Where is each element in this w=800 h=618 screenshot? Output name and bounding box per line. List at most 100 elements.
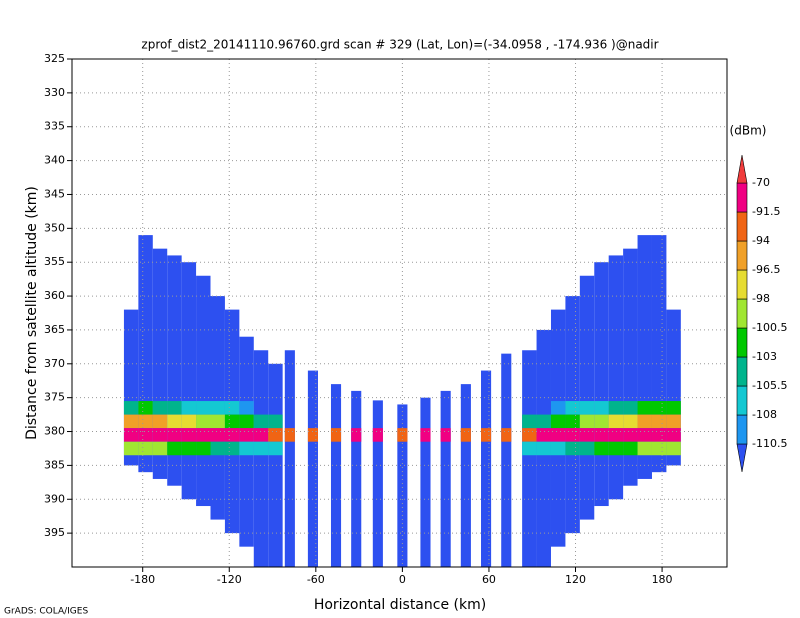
bright-band-cell xyxy=(181,414,197,429)
bright-band-cell xyxy=(152,441,168,456)
x-tick-label: 180 xyxy=(652,573,673,586)
bright-band-cell xyxy=(666,441,681,456)
bright-band-cell xyxy=(637,401,652,415)
bright-band-cell xyxy=(651,401,667,415)
y-tick-label: 385 xyxy=(44,458,65,471)
bright-band-cell xyxy=(608,428,624,442)
y-tick-label: 325 xyxy=(44,52,65,65)
y-axis-label: Distance from satellite altitude (km) xyxy=(24,186,40,440)
bright-band-cell xyxy=(522,441,537,456)
bright-band-cell xyxy=(637,414,652,429)
bright-band-cell xyxy=(196,414,211,429)
bright-band-cell xyxy=(284,428,295,442)
y-tick-label: 335 xyxy=(44,120,65,133)
bright-band-cell xyxy=(460,428,471,442)
footer: GrADS: COLA/IGES xyxy=(4,607,88,617)
bright-band-cell xyxy=(239,414,254,429)
bright-band-cell xyxy=(253,414,269,429)
bright-band-cell xyxy=(253,428,269,442)
bright-band-cell xyxy=(623,401,638,415)
bright-band-cell xyxy=(623,428,638,442)
colorbar-swatch xyxy=(736,269,748,300)
bright-band-cell xyxy=(420,428,431,442)
bright-band-cell xyxy=(210,441,225,456)
bright-band-cell xyxy=(330,428,342,442)
bright-band-cell xyxy=(152,401,168,415)
colorbar-tick-label: -108 xyxy=(752,408,777,421)
colorbar-tick-label: -96.5 xyxy=(752,263,780,276)
bright-band-cell xyxy=(565,428,580,442)
bright-band-cell xyxy=(224,401,240,415)
x-tick-label: -120 xyxy=(217,573,242,586)
bright-band-cell xyxy=(565,401,580,415)
data-column xyxy=(481,370,492,567)
y-tick-label: 345 xyxy=(44,187,65,200)
bright-band-cell xyxy=(594,414,609,429)
bright-band-cell xyxy=(594,428,609,442)
bright-band-cell xyxy=(196,428,211,442)
colorbar-label: (dBm) xyxy=(730,124,767,138)
data-column xyxy=(284,350,295,567)
data-column xyxy=(268,363,283,567)
bright-band-cell xyxy=(123,414,139,429)
bright-band-cell xyxy=(123,441,139,456)
colorbar-tick-label: -98 xyxy=(752,292,770,305)
y-tick-label: 395 xyxy=(44,526,65,539)
colorbar-swatch xyxy=(736,298,748,329)
bright-band-cell xyxy=(239,401,254,415)
data-column xyxy=(397,404,408,567)
bright-band-cell xyxy=(579,401,595,415)
bright-band-cell xyxy=(152,414,168,429)
bright-band-cell xyxy=(501,428,512,442)
bright-band-cell xyxy=(181,441,197,456)
bright-band-cell xyxy=(138,428,153,442)
bright-band-cell xyxy=(351,428,362,442)
bright-band-cell xyxy=(594,441,609,456)
bright-band-cell xyxy=(224,441,240,456)
bright-band-cell xyxy=(210,401,225,415)
data-column xyxy=(372,400,383,567)
bright-band-cell xyxy=(608,441,624,456)
bright-band-cell xyxy=(268,441,283,456)
x-tick-label: 120 xyxy=(565,573,586,586)
data-column xyxy=(460,384,471,567)
bright-band-cell xyxy=(239,441,254,456)
bright-band-cell xyxy=(666,428,681,442)
bright-band-cell xyxy=(550,401,566,415)
y-tick-label: 340 xyxy=(44,154,65,167)
y-tick-label: 370 xyxy=(44,357,65,370)
y-tick-label: 360 xyxy=(44,289,65,302)
bright-band-cell xyxy=(138,414,153,429)
bright-band-cell xyxy=(565,414,580,429)
bright-band-cell xyxy=(550,441,566,456)
bright-band-cell xyxy=(550,414,566,429)
bright-band-cell xyxy=(536,428,551,442)
bright-band-cell xyxy=(579,428,595,442)
y-tick-label: 375 xyxy=(44,391,65,404)
colorbar-tick-label: -103 xyxy=(752,350,777,363)
data-column xyxy=(594,262,609,507)
bright-band-cell xyxy=(651,428,667,442)
colorbar-swatch xyxy=(736,240,748,271)
data-column xyxy=(420,397,431,567)
y-tick-label: 390 xyxy=(44,492,65,505)
bright-band-cell xyxy=(666,414,681,429)
y-tick-label: 355 xyxy=(44,255,65,268)
bright-band-cell xyxy=(550,428,566,442)
data-column xyxy=(440,390,451,567)
colorbar-swatch xyxy=(736,182,748,213)
bright-band-cell xyxy=(637,428,652,442)
x-tick-label: -60 xyxy=(307,573,325,586)
bright-band-cell xyxy=(536,414,551,429)
bright-band-cell xyxy=(138,401,153,415)
plot-frame xyxy=(71,58,728,568)
bright-band-cell xyxy=(579,414,595,429)
colorbar-swatch xyxy=(736,356,748,387)
bright-band-cell xyxy=(623,441,638,456)
y-tick-label: 330 xyxy=(44,86,65,99)
y-tick-label: 380 xyxy=(44,425,65,438)
bright-band-cell xyxy=(181,401,197,415)
bright-band-cell xyxy=(167,414,182,429)
bright-band-cell xyxy=(536,441,551,456)
